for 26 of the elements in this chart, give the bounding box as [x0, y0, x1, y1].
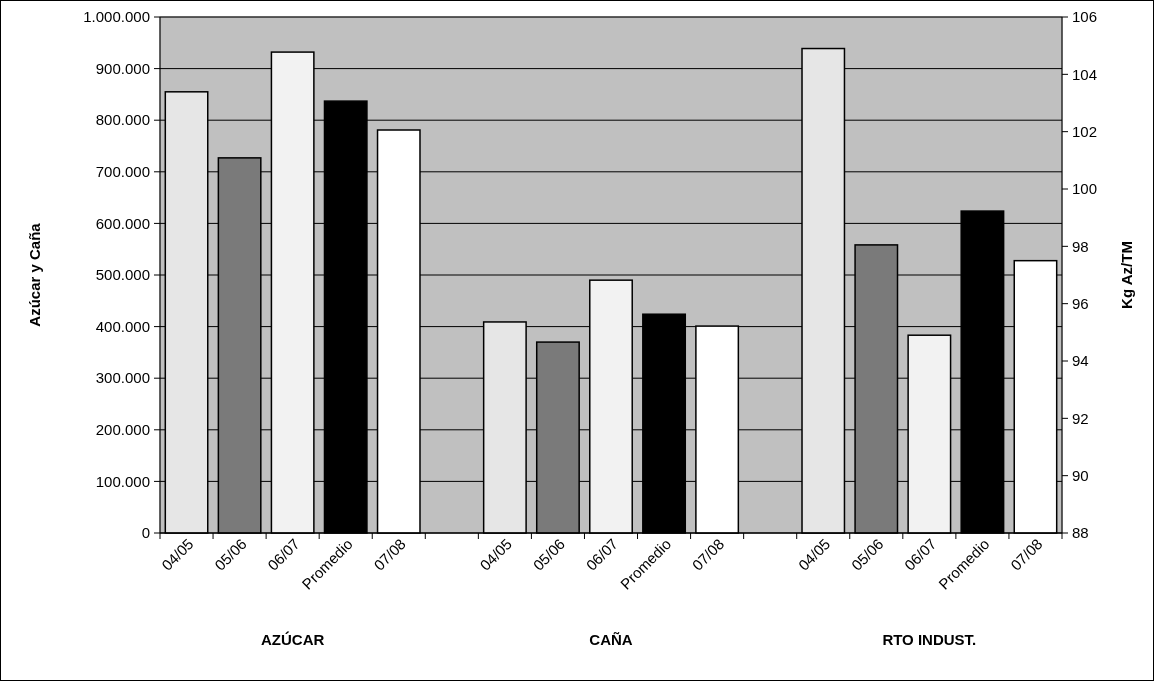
y2-tick-label: 92 — [1072, 409, 1089, 427]
y2-tick-label: 106 — [1072, 8, 1098, 26]
y-tick-label: 400.000 — [95, 317, 150, 335]
text: AZÚCAR — [260, 631, 325, 648]
y-tick-label: 500.000 — [95, 266, 150, 284]
y2-tick-label: 104 — [1072, 65, 1098, 83]
y-tick-label: 600.000 — [95, 214, 150, 232]
y-axis-title: Azúcar y Caña — [26, 222, 43, 327]
y-tick-label: 100.000 — [95, 472, 150, 490]
y2-tick-label: 90 — [1072, 466, 1089, 484]
y2-tick-label: 96 — [1072, 294, 1089, 312]
y2-tick-label: 98 — [1072, 237, 1089, 255]
text: RTO INDUST. — [882, 631, 977, 648]
y-tick-label: 700.000 — [95, 163, 150, 181]
y2-axis-title: Kg Az/TM — [1118, 241, 1135, 309]
y-tick-label: 300.000 — [95, 369, 150, 387]
y2-tick-label: 94 — [1072, 352, 1089, 370]
y2-tick-label: 100 — [1072, 180, 1098, 198]
y-tick-label: 0 — [141, 524, 150, 542]
y2-tick-label: 102 — [1072, 122, 1098, 140]
y-tick-label: 800.000 — [95, 111, 150, 129]
y2-tick-label: 88 — [1072, 524, 1089, 542]
y-tick-label: 900.000 — [95, 59, 150, 77]
text: CAÑA — [589, 631, 633, 648]
y-tick-label: 1.000.000 — [83, 8, 150, 26]
y-tick-label: 200.000 — [95, 421, 150, 439]
